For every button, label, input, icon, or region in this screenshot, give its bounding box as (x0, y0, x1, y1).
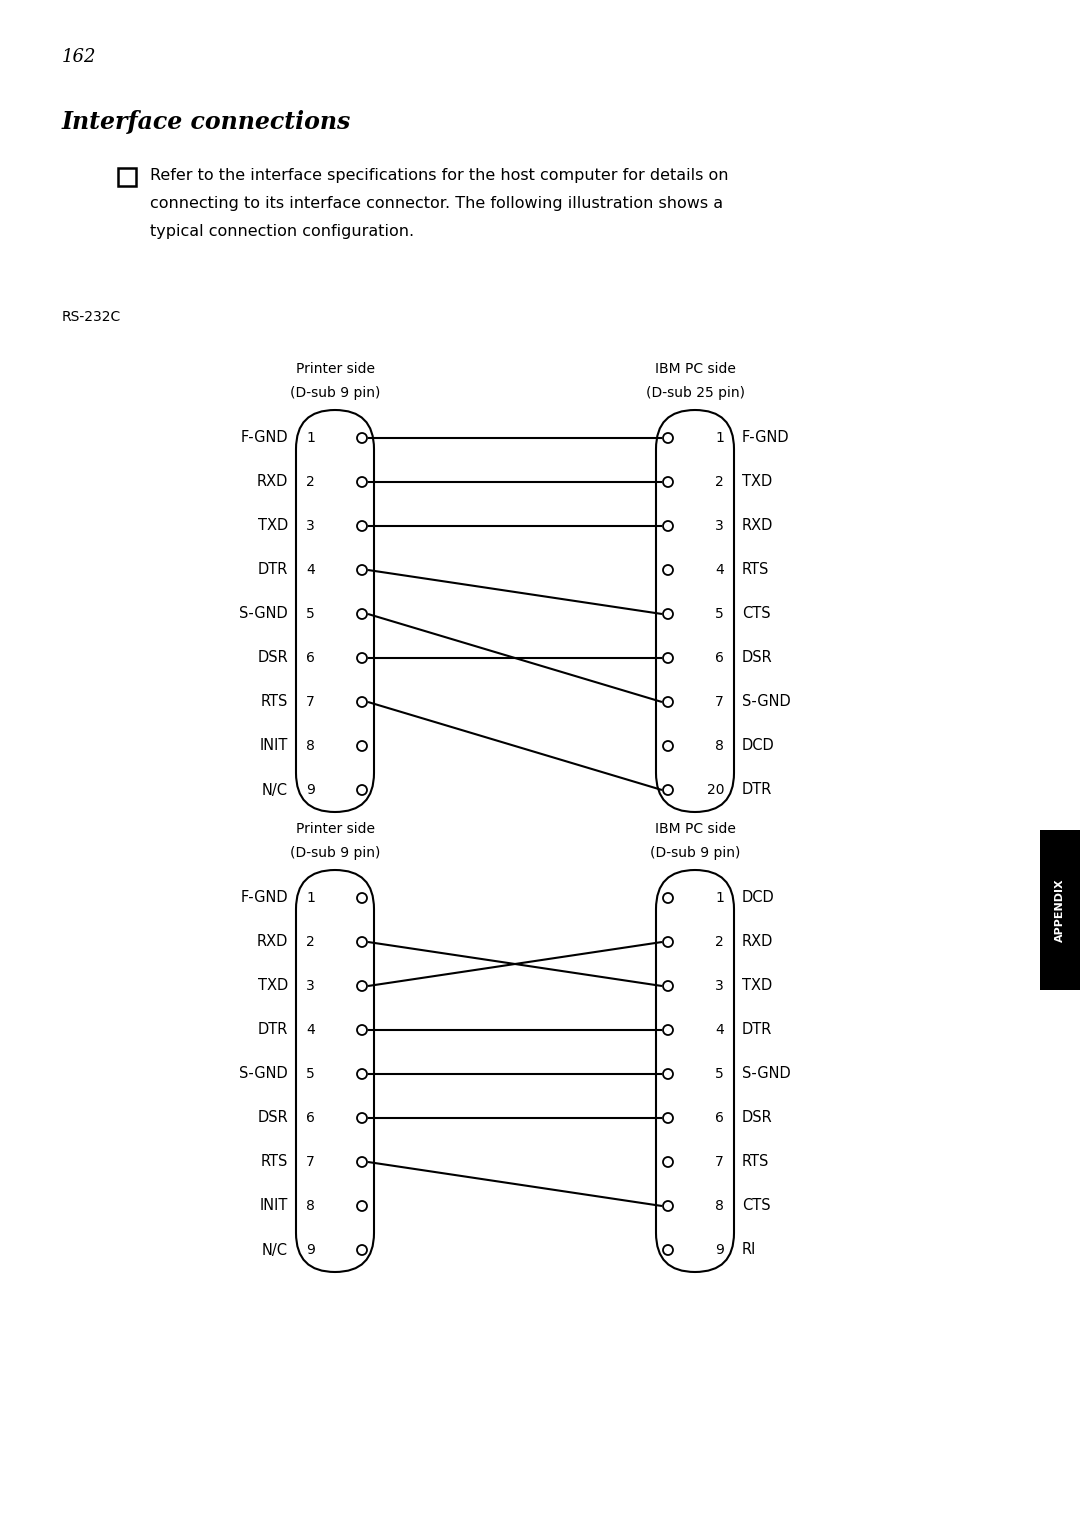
Text: 162: 162 (62, 47, 96, 66)
Text: 9: 9 (715, 1243, 724, 1257)
Text: S-GND: S-GND (240, 1067, 288, 1081)
Text: 8: 8 (715, 1199, 724, 1212)
Text: 7: 7 (715, 1154, 724, 1170)
Text: 6: 6 (306, 651, 315, 665)
Text: 2: 2 (715, 936, 724, 950)
Text: F-GND: F-GND (742, 431, 789, 445)
Text: 4: 4 (715, 1023, 724, 1037)
Bar (118, 168, 136, 187)
Text: S-GND: S-GND (240, 607, 288, 621)
Text: 4: 4 (306, 563, 314, 576)
Text: S-GND: S-GND (742, 1067, 791, 1081)
Text: RXD: RXD (742, 518, 773, 534)
Text: N/C: N/C (262, 783, 288, 798)
Text: APPENDIX: APPENDIX (1055, 878, 1065, 942)
Text: IBM PC side: IBM PC side (654, 823, 735, 836)
Text: RTS: RTS (260, 1154, 288, 1170)
Text: 1: 1 (306, 431, 315, 445)
Text: connecting to its interface connector. The following illustration shows a: connecting to its interface connector. T… (150, 196, 724, 211)
Text: F-GND: F-GND (241, 431, 288, 445)
Text: Interface connections: Interface connections (62, 110, 351, 135)
Text: TXD: TXD (742, 979, 772, 994)
Text: INIT: INIT (259, 1199, 288, 1214)
Text: DSR: DSR (257, 1110, 288, 1125)
Text: 5: 5 (306, 1067, 314, 1081)
Text: Refer to the interface specifications for the host computer for details on: Refer to the interface specifications fo… (150, 168, 729, 183)
Text: 2: 2 (306, 476, 314, 489)
Text: 9: 9 (306, 783, 315, 797)
Text: CTS: CTS (742, 1199, 771, 1214)
Text: DTR: DTR (742, 1023, 772, 1038)
Text: 5: 5 (715, 1067, 724, 1081)
Text: TXD: TXD (258, 518, 288, 534)
Text: 7: 7 (306, 696, 314, 709)
Text: (D-sub 9 pin): (D-sub 9 pin) (289, 846, 380, 859)
Text: (D-sub 9 pin): (D-sub 9 pin) (650, 846, 740, 859)
Text: typical connection configuration.: typical connection configuration. (150, 225, 414, 239)
Text: 5: 5 (306, 607, 314, 621)
Text: 1: 1 (715, 431, 724, 445)
Text: DCD: DCD (742, 739, 774, 754)
Text: DSR: DSR (742, 650, 773, 665)
Text: DCD: DCD (742, 890, 774, 905)
Text: RXD: RXD (257, 474, 288, 489)
Text: Printer side: Printer side (296, 823, 375, 836)
Text: INIT: INIT (259, 739, 288, 754)
Text: 1: 1 (306, 891, 315, 905)
Text: 8: 8 (306, 739, 315, 752)
Text: 4: 4 (306, 1023, 314, 1037)
Text: 3: 3 (306, 518, 314, 534)
Text: IBM PC side: IBM PC side (654, 362, 735, 376)
Text: RTS: RTS (742, 1154, 769, 1170)
Text: 5: 5 (715, 607, 724, 621)
Text: DSR: DSR (742, 1110, 773, 1125)
Text: N/C: N/C (262, 1243, 288, 1257)
Text: RXD: RXD (742, 934, 773, 950)
Text: DTR: DTR (258, 1023, 288, 1038)
Text: TXD: TXD (742, 474, 772, 489)
Text: 9: 9 (306, 1243, 315, 1257)
Text: (D-sub 25 pin): (D-sub 25 pin) (646, 385, 744, 401)
Bar (1040, 830, 1080, 989)
Text: 2: 2 (306, 936, 314, 950)
Text: 8: 8 (306, 1199, 315, 1212)
Text: DSR: DSR (257, 650, 288, 665)
Text: 20: 20 (706, 783, 724, 797)
Text: 1: 1 (715, 891, 724, 905)
Text: RXD: RXD (257, 934, 288, 950)
Text: (D-sub 9 pin): (D-sub 9 pin) (289, 385, 380, 401)
Text: Printer side: Printer side (296, 362, 375, 376)
Text: 6: 6 (306, 1112, 315, 1125)
Text: S-GND: S-GND (742, 694, 791, 709)
Text: RS-232C: RS-232C (62, 310, 121, 324)
Text: 6: 6 (715, 651, 724, 665)
Text: TXD: TXD (258, 979, 288, 994)
Text: 7: 7 (715, 696, 724, 709)
Text: DTR: DTR (258, 563, 288, 578)
Text: 8: 8 (715, 739, 724, 752)
Text: RI: RI (742, 1243, 756, 1257)
Text: 3: 3 (715, 518, 724, 534)
Text: 3: 3 (715, 979, 724, 992)
Text: 4: 4 (715, 563, 724, 576)
Text: RTS: RTS (260, 694, 288, 709)
Text: 3: 3 (306, 979, 314, 992)
Text: DTR: DTR (742, 783, 772, 798)
Text: F-GND: F-GND (241, 890, 288, 905)
Text: CTS: CTS (742, 607, 771, 621)
Text: 2: 2 (715, 476, 724, 489)
Text: RTS: RTS (742, 563, 769, 578)
Text: 6: 6 (715, 1112, 724, 1125)
Text: 7: 7 (306, 1154, 314, 1170)
